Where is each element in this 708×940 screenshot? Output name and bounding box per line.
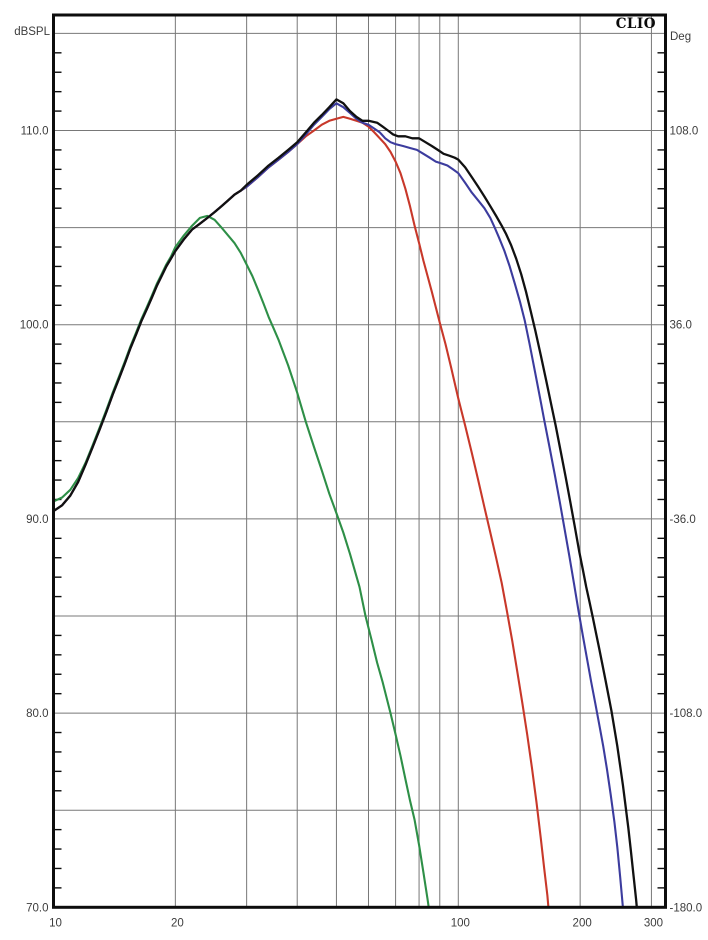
right-axis-label: 36.0 (670, 320, 692, 332)
right-axis-unit-label: Deg (670, 31, 692, 43)
x-axis-label: 300 (644, 917, 663, 929)
clio-brand-logo: CLIO (615, 16, 656, 32)
left-axis-unit-label: dBSPL (14, 26, 50, 38)
series-curves (52, 98, 638, 909)
axis-minor-ticks (53, 52, 666, 889)
x-axis-label: 10 (49, 917, 62, 929)
left-axis-label: 70.0 (26, 902, 48, 914)
axis-tick-labels: 110.0 100.0 90.0 80.0 70.0 108.0 36.0 -36.0 -108… (20, 126, 702, 930)
left-axis-label: 90.0 (26, 514, 48, 526)
left-axis-label: 100.0 (20, 320, 49, 332)
left-axis-label: 80.0 (26, 708, 48, 720)
x-axis-label: 100 (451, 917, 470, 929)
x-axis-label: 200 (573, 917, 592, 929)
green-trace (52, 214, 430, 909)
right-axis-label: 108.0 (670, 126, 699, 138)
black-trace (52, 98, 638, 909)
plot-border (52, 13, 667, 909)
gridlines (53, 15, 666, 908)
right-axis-label: -36.0 (670, 514, 696, 526)
right-axis-label: -108.0 (670, 708, 703, 720)
x-axis-label: 20 (171, 917, 184, 929)
red-trace (52, 115, 550, 909)
blue-trace (52, 102, 624, 909)
left-axis-label: 110.0 (21, 126, 49, 138)
right-axis-label: -180.0 (670, 902, 703, 914)
plot-frame (52, 13, 667, 909)
